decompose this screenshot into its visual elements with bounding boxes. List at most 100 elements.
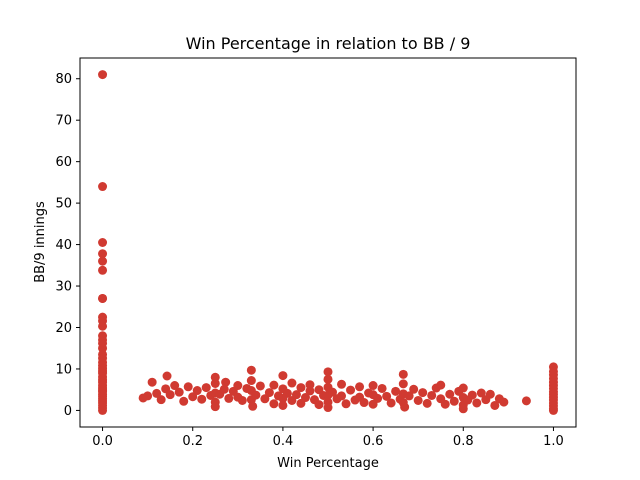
- data-point: [162, 371, 172, 381]
- data-point: [521, 396, 531, 406]
- data-point: [264, 388, 274, 398]
- data-point: [485, 389, 495, 399]
- data-point: [179, 396, 189, 406]
- data-point: [152, 388, 162, 398]
- y-tick-label: 50: [55, 197, 72, 212]
- data-point: [382, 391, 392, 401]
- data-point: [98, 238, 108, 247]
- data-point: [472, 398, 482, 408]
- data-point: [98, 405, 108, 415]
- data-point: [156, 395, 166, 405]
- data-point: [337, 379, 347, 389]
- data-point: [296, 383, 306, 393]
- data-point: [398, 379, 408, 389]
- data-point: [174, 387, 184, 397]
- data-point: [377, 383, 387, 393]
- data-point: [300, 393, 310, 403]
- data-point: [373, 393, 383, 403]
- data-point: [98, 343, 108, 353]
- data-point: [490, 400, 500, 410]
- data-point: [98, 265, 108, 275]
- y-tick-label: 80: [55, 72, 72, 87]
- data-point: [269, 399, 279, 409]
- x-tick-label: 0.6: [363, 434, 384, 449]
- data-point: [192, 386, 202, 396]
- data-point: [359, 398, 369, 408]
- data-point: [221, 377, 231, 387]
- data-point: [404, 391, 414, 401]
- data-point: [458, 404, 468, 414]
- data-point: [305, 380, 315, 390]
- data-point: [143, 391, 153, 401]
- y-tick-label: 40: [55, 238, 72, 253]
- data-point: [458, 383, 468, 393]
- data-point: [467, 390, 477, 400]
- data-point: [413, 395, 423, 405]
- x-tick-label: 1.0: [543, 434, 564, 449]
- data-point: [251, 390, 261, 400]
- y-tick-label: 70: [55, 114, 72, 129]
- data-point: [440, 399, 450, 409]
- data-point: [282, 388, 292, 398]
- data-point: [337, 391, 347, 401]
- x-axis-label: Win Percentage: [277, 456, 379, 471]
- data-point: [436, 380, 446, 390]
- data-point: [269, 380, 279, 390]
- data-point: [219, 384, 229, 394]
- data-point: [418, 388, 428, 398]
- data-point: [409, 384, 419, 394]
- data-point: [368, 381, 378, 391]
- data-point: [248, 401, 258, 411]
- data-point: [237, 395, 247, 405]
- data-point: [328, 387, 338, 397]
- data-point: [233, 381, 243, 391]
- data-point: [260, 394, 270, 404]
- data-point: [445, 389, 455, 399]
- data-point: [246, 376, 256, 386]
- data-point: [98, 249, 108, 259]
- data-point: [346, 385, 356, 395]
- y-axis-label: BB/9 innings: [33, 201, 48, 283]
- points-layer: [98, 70, 558, 415]
- data-point: [98, 256, 108, 266]
- data-point: [355, 382, 365, 392]
- data-point: [278, 400, 288, 410]
- y-tick-label: 30: [55, 280, 72, 295]
- data-point: [165, 390, 175, 400]
- data-point: [314, 400, 324, 410]
- data-point: [323, 374, 333, 384]
- data-point: [197, 394, 207, 404]
- data-point: [323, 367, 333, 377]
- plot-frame: [79, 57, 577, 428]
- data-point: [287, 378, 297, 388]
- x-tick-label: 0.0: [92, 434, 113, 449]
- y-tick-label: 0: [64, 404, 72, 419]
- data-point: [291, 390, 301, 400]
- data-point: [386, 398, 396, 408]
- data-point: [210, 378, 220, 388]
- data-point: [278, 371, 288, 381]
- data-point: [98, 70, 108, 80]
- y-axis: 0 10 20 30 40 50 60 70 80: [55, 72, 80, 419]
- y-tick-label: 10: [55, 362, 72, 377]
- data-point: [305, 386, 315, 396]
- data-point: [499, 397, 509, 407]
- data-point: [147, 377, 157, 387]
- data-point: [98, 293, 108, 303]
- data-point: [400, 402, 410, 412]
- data-point: [210, 372, 220, 382]
- data-point: [170, 381, 180, 391]
- data-point: [201, 383, 211, 393]
- data-point: [183, 382, 193, 392]
- x-tick-label: 0.4: [273, 434, 294, 449]
- data-point: [224, 393, 234, 403]
- x-tick-label: 0.2: [182, 434, 203, 449]
- x-tick-label: 0.8: [453, 434, 474, 449]
- data-point: [476, 388, 486, 398]
- data-point: [341, 399, 351, 409]
- data-point: [188, 392, 198, 402]
- y-tick-label: 60: [55, 155, 72, 170]
- data-point: [246, 365, 256, 375]
